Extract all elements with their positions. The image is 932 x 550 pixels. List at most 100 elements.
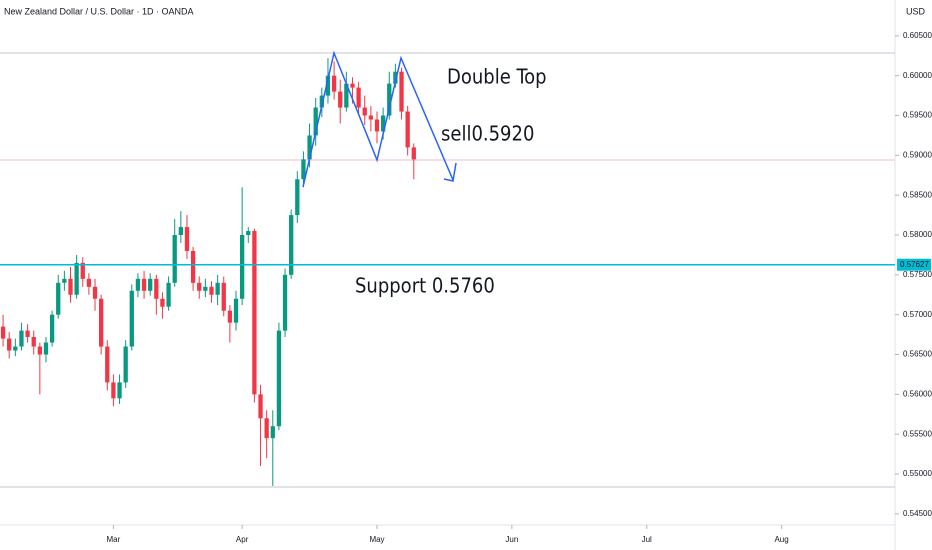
candle-body (264, 418, 269, 439)
candle-body (246, 231, 251, 236)
y-tick-label: 0.58500 (903, 190, 932, 199)
annotation: Double Top (447, 65, 547, 89)
candle-body (356, 87, 361, 108)
candle-body (184, 227, 190, 251)
candle-body (331, 75, 337, 92)
y-tick-label: 0.57000 (903, 310, 932, 319)
candle-body (313, 107, 318, 136)
arrow-head (443, 162, 457, 182)
candle-body (215, 282, 220, 295)
candle-body (399, 71, 404, 112)
candle-body (43, 342, 49, 355)
candle-body (197, 282, 202, 291)
candle-body (295, 179, 300, 216)
candle-body (301, 159, 306, 180)
price-tag (897, 258, 931, 271)
y-tick-label: 0.54500 (903, 509, 932, 518)
chart-title: New Zealand Dollar / U.S. Dollar · 1D · … (4, 6, 194, 16)
candle-body (7, 338, 12, 351)
y-tick-label: 0.56500 (903, 350, 932, 359)
candle-body (190, 250, 196, 283)
candle-body (135, 278, 141, 291)
candle-body (62, 278, 67, 283)
candle-body (19, 330, 24, 347)
x-tick-label: Jun (505, 535, 518, 544)
candle-body (117, 382, 122, 399)
candle-body (307, 135, 312, 160)
candle-body (405, 111, 410, 148)
candle-body (374, 119, 380, 132)
candle-body (393, 71, 398, 84)
annotation: Support 0.5760 (355, 274, 495, 298)
candle-body (221, 282, 226, 311)
candle-body (99, 298, 104, 347)
candle-body (86, 278, 92, 287)
candle-body (25, 330, 30, 337)
candle-body (49, 314, 55, 343)
x-tick-label: Mar (107, 535, 121, 544)
y-tick-label: 0.59000 (903, 150, 932, 159)
candle-body (160, 298, 165, 307)
candle-body (387, 83, 392, 116)
candle-body (350, 83, 355, 88)
candle-body (203, 286, 208, 291)
candle-body (111, 382, 116, 399)
candle-body (129, 290, 134, 347)
candle-body (276, 330, 282, 427)
y-tick-label: 0.57500 (903, 270, 932, 279)
candle-body (37, 346, 42, 355)
candle-body (178, 227, 183, 236)
y-tick-label: 0.58000 (903, 230, 932, 239)
y-tick-label: 0.60500 (903, 31, 932, 40)
candle-body (252, 231, 257, 395)
candle-body (74, 262, 79, 295)
candle-body (92, 286, 98, 299)
x-tick-label: Jul (642, 535, 652, 544)
candle-body (123, 346, 128, 383)
x-tick-label: May (369, 535, 384, 544)
annotation: sell0.5920 (441, 122, 534, 146)
candle-body (319, 95, 324, 108)
candle-body (258, 394, 263, 419)
candle-body (362, 107, 367, 116)
candle-body (80, 262, 85, 279)
double-top-drawing (302, 50, 454, 188)
plot-area (0, 58, 416, 486)
candle-body (325, 75, 331, 96)
candle-body (239, 235, 245, 299)
candle-body (344, 83, 349, 108)
y-tick-label: 0.55000 (903, 469, 932, 478)
price-tag-label: 0.57627 (900, 260, 929, 269)
candle-body (368, 115, 374, 120)
candle-body (105, 346, 110, 383)
candle-body (282, 274, 288, 331)
candle-body (289, 215, 294, 275)
x-tick-label: Apr (236, 535, 249, 544)
candle-body (141, 278, 147, 291)
candle-body (227, 310, 233, 323)
candle-body (31, 336, 36, 347)
candle-body (209, 286, 214, 295)
candle-body (411, 147, 416, 160)
candle-body (148, 278, 153, 291)
y-tick-label: 0.55500 (903, 429, 932, 438)
y-tick-label: 0.59500 (903, 111, 932, 120)
candle-body (172, 235, 177, 283)
candle-body (233, 298, 239, 323)
candle-body (338, 91, 343, 108)
currency-label: USD (906, 6, 926, 16)
y-tick-label: 0.56000 (903, 389, 932, 398)
candle-body (0, 326, 6, 339)
candle-body (270, 426, 275, 439)
candle-body (56, 282, 61, 315)
candle-body (166, 282, 171, 307)
candle-body (13, 346, 18, 351)
candle-body (154, 278, 159, 299)
candle-body (380, 115, 386, 132)
y-tick-label: 0.60000 (903, 71, 932, 80)
candle-body (68, 278, 73, 295)
x-tick-label: Aug (774, 535, 788, 544)
